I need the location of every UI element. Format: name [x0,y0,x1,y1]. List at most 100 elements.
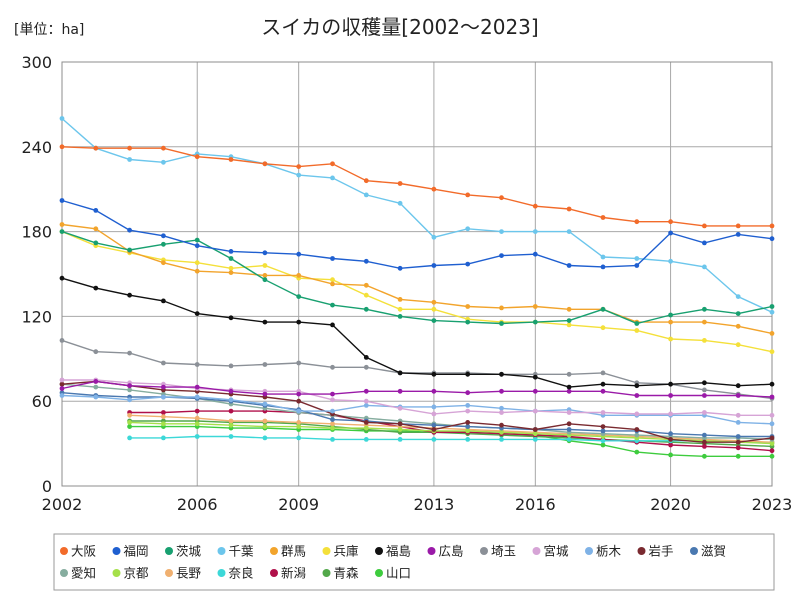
series-line [61,223,773,335]
data-point [262,391,268,397]
legend-label: 山口 [386,566,411,581]
data-point [600,424,606,429]
data-point [431,388,437,394]
legend-item: 福島 [375,544,411,559]
data-point [330,175,335,181]
series-line [61,199,773,270]
data-point [194,415,200,421]
data-point [194,260,200,266]
legend-marker [375,569,383,577]
data-point [499,229,504,235]
series-line [62,379,772,416]
legend-label: 愛知 [71,566,96,581]
data-point [363,425,369,431]
data-point [566,410,572,415]
data-point [127,412,132,418]
x-tick-label: 2020 [650,495,691,514]
legend-label: 岩手 [649,544,674,559]
data-point [397,427,403,432]
data-point [431,422,437,428]
data-point [93,145,99,151]
data-point [702,432,707,438]
legend-label: 群馬 [281,544,306,559]
series-line [61,146,772,227]
data-point [330,281,335,287]
data-point [634,383,640,389]
data-point [330,322,335,328]
data-point [161,360,166,366]
data-point [262,273,268,278]
data-point [431,186,437,192]
data-point [59,116,65,121]
data-point [330,437,335,442]
data-point [431,318,437,323]
series-4 [59,116,775,315]
data-point [262,250,268,256]
data-point [59,393,65,398]
legend-marker [427,547,436,555]
data-point [397,370,403,376]
data-point [499,321,504,326]
series-line [129,410,773,452]
data-point [161,421,166,427]
data-point [769,349,775,355]
data-point [735,412,741,418]
data-point [228,256,234,261]
data-point [600,215,606,220]
data-point [363,420,369,425]
data-point [668,219,673,225]
data-point [769,412,775,418]
legend-label: 茨城 [176,544,202,559]
data-point [532,388,538,394]
data-point [499,405,504,411]
data-point [296,398,302,404]
series-line [129,435,772,443]
data-point [431,371,437,377]
data-point [566,437,572,442]
data-point [769,435,775,441]
legend-marker [112,569,121,577]
data-point [600,428,606,434]
data-point [668,437,673,442]
data-point [363,403,369,408]
data-point [566,322,572,328]
data-point [431,411,437,417]
data-point [532,229,538,235]
legend-marker [112,547,121,555]
data-point [735,383,741,389]
data-point [702,380,707,386]
data-point [59,377,65,383]
legend-item: 山口 [375,566,411,581]
series-3 [59,229,775,326]
y-tick-label: 180 [21,223,52,242]
legend-label: 青森 [334,566,360,581]
data-point [127,397,132,403]
data-point [363,388,369,394]
data-point [769,304,775,309]
legend-label: 京都 [124,566,150,581]
data-point [397,388,403,394]
unit-label: [単位：ha] [14,22,84,38]
data-point [127,435,132,441]
data-point [397,200,403,206]
data-point [397,437,403,442]
data-point [769,223,775,229]
data-point [702,264,707,270]
data-point [228,422,234,428]
data-point [262,161,268,167]
legend-item: 茨城 [165,544,202,559]
y-tick-label: 0 [42,477,52,496]
data-point [59,386,65,391]
data-point [702,444,707,449]
data-point [127,227,132,233]
data-point [702,223,707,229]
legend-item: 長野 [165,566,202,581]
data-point [59,222,65,227]
data-point [296,408,302,414]
data-point [431,404,437,410]
legend-marker [217,547,226,555]
data-point [127,387,132,393]
data-point [634,427,640,432]
data-point [600,254,606,260]
legend-marker [217,569,226,577]
